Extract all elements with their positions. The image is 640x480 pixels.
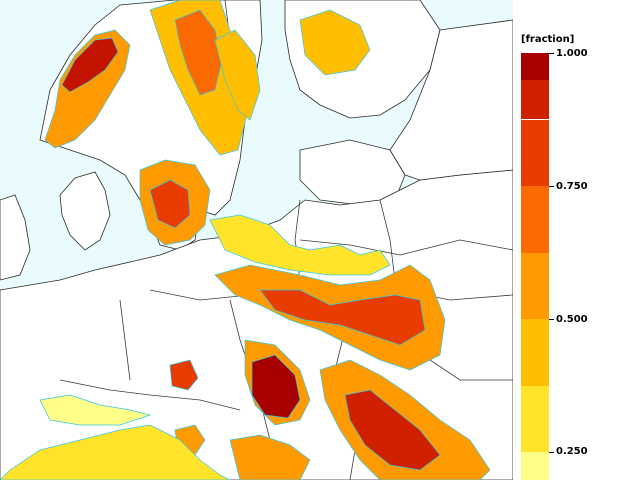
snow-southwest-band xyxy=(0,424,231,480)
colorbar-band xyxy=(521,53,549,80)
legend-unit-label: [fraction] xyxy=(521,34,575,45)
snow-central-core xyxy=(259,289,426,346)
snow-fraction-map xyxy=(0,0,513,480)
colorbar-band xyxy=(521,79,549,120)
snow-south-patch xyxy=(229,434,311,480)
snow-small-patch-1 xyxy=(169,359,199,391)
snow-west-strip xyxy=(39,394,152,426)
snow-finland-field xyxy=(299,9,371,76)
colorbar-tick xyxy=(549,452,554,453)
colorbar xyxy=(521,53,554,480)
legend-tick-label: 0.500 xyxy=(556,314,588,325)
snow-alps-core xyxy=(251,354,301,419)
snow-fields xyxy=(0,0,491,480)
legend-tick-label: 0.750 xyxy=(556,181,588,192)
snow-carpathian-core xyxy=(344,389,441,471)
russia-land xyxy=(389,19,513,181)
colorbar-tick xyxy=(549,186,554,187)
map-canvas xyxy=(0,0,513,480)
colorbar-tick xyxy=(549,319,554,320)
colorbar-tick xyxy=(549,53,554,54)
snow-baltic-field xyxy=(209,214,391,276)
colorbar-band xyxy=(521,186,549,253)
colorbar-band xyxy=(521,385,549,452)
colorbar-band xyxy=(521,319,549,386)
snow-norway-core xyxy=(61,37,119,93)
snow-sweden-south-core xyxy=(149,179,191,229)
legend-tick-label: 0.250 xyxy=(556,446,588,457)
legend-tick-label: 1.000 xyxy=(556,48,588,59)
colorbar-band xyxy=(521,119,549,186)
great-britain-land xyxy=(0,194,31,281)
colorbar-band xyxy=(521,252,549,319)
colorbar-band xyxy=(521,452,549,480)
snow-sweden-core xyxy=(174,9,223,96)
snow-gulf-bothnia-east xyxy=(214,29,261,121)
denmark-land xyxy=(59,171,111,251)
